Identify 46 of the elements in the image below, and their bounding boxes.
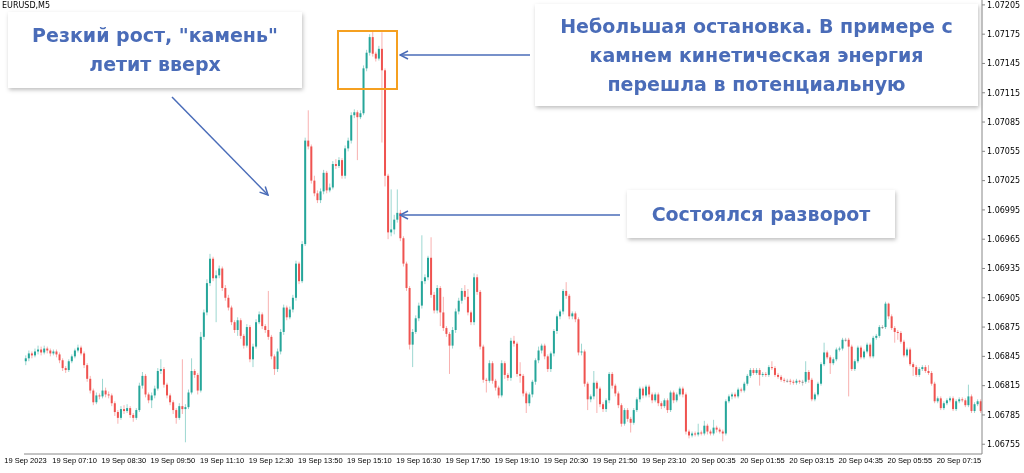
- candlestick: [33, 348, 36, 358]
- candlestick: [123, 404, 126, 415]
- candlestick: [469, 309, 472, 326]
- candlestick: [463, 284, 466, 301]
- y-tick-label: 1.06845: [987, 352, 1021, 362]
- y-tick-label: 1.07145: [987, 59, 1021, 69]
- y-tick-label: 1.06815: [987, 381, 1021, 391]
- y-tick-label: 1.07175: [987, 30, 1021, 40]
- y-tick-label: 1.06905: [987, 293, 1021, 303]
- candlestick: [777, 372, 780, 380]
- candlestick: [116, 409, 119, 425]
- y-tick-label: 1.07085: [987, 117, 1021, 127]
- annotation: Небольшая остановка. В примере с камнем кинетическая энергия перешла в потенциальную: [559, 13, 954, 97]
- candlestick: [166, 382, 169, 399]
- y-tick-label: 1.07025: [987, 176, 1021, 186]
- candlestick: [945, 397, 948, 406]
- candlestick: [251, 343, 254, 368]
- candlestick: [948, 395, 951, 403]
- y-tick-label: 1.06755: [987, 440, 1021, 450]
- candlestick: [334, 158, 337, 170]
- annotation: Состоялся разворот: [651, 201, 871, 227]
- candlestick: [427, 255, 430, 281]
- candlestick: [126, 403, 129, 414]
- y-tick-label: 1.06935: [987, 264, 1021, 274]
- candlestick: [512, 335, 515, 348]
- candlestick: [730, 391, 733, 400]
- candlestick: [694, 431, 697, 437]
- y-tick-label: 1.06965: [987, 235, 1021, 245]
- candlestick: [423, 273, 426, 285]
- candlestick: [691, 431, 694, 438]
- chart-title: EURUSD,M5: [2, 1, 51, 10]
- candlestick: [159, 358, 162, 375]
- y-tick-label: 1.06785: [987, 410, 1021, 420]
- y-tick-label: 1.07205: [987, 0, 1021, 10]
- y-tick-label: 1.06875: [987, 322, 1021, 332]
- y-tick-label: 1.06995: [987, 205, 1021, 215]
- candlestick: [602, 401, 605, 413]
- candlestick: [896, 329, 899, 341]
- annotation: Резкий рост, "камень" летит вверх: [31, 23, 279, 77]
- y-tick-label: 1.07115: [987, 88, 1021, 98]
- candlestick: [734, 391, 737, 399]
- candlestick: [770, 360, 773, 371]
- candlestick: [76, 344, 79, 353]
- candlestick: [30, 350, 33, 359]
- candlestick: [863, 349, 866, 360]
- y-tick-label: 1.07055: [987, 147, 1021, 157]
